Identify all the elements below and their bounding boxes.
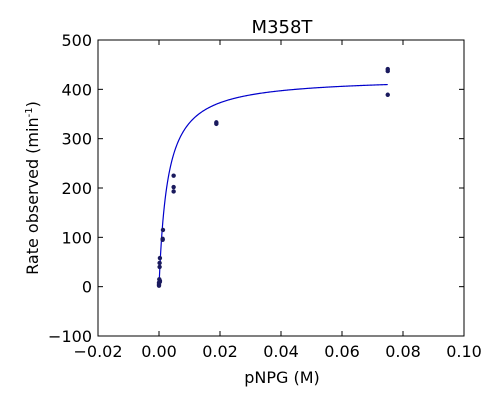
y-tick-label: 0 xyxy=(82,278,92,297)
data-point xyxy=(157,261,161,265)
y-axis-label: Rate observed (min-1) xyxy=(23,101,42,275)
data-point xyxy=(171,189,175,193)
x-tick-label: 0.02 xyxy=(202,342,238,361)
data-point xyxy=(158,256,162,260)
data-point xyxy=(161,228,165,232)
y-tick-label: −100 xyxy=(48,327,92,346)
plot-area xyxy=(157,67,390,288)
data-point xyxy=(158,280,162,284)
y-axis-label-main: Rate observed (min xyxy=(23,117,42,274)
data-point xyxy=(171,173,175,177)
x-tick-label: 0.10 xyxy=(446,342,482,361)
x-axis-label: pNPG (M) xyxy=(244,368,320,387)
x-tick-label: 0.06 xyxy=(324,342,360,361)
y-tick-label: 100 xyxy=(61,228,92,247)
data-point xyxy=(214,122,218,126)
chart-title: M358T xyxy=(252,17,314,38)
data-point xyxy=(157,265,161,269)
data-point xyxy=(386,93,390,97)
data-point xyxy=(386,69,390,73)
y-axis-label-sup: -1 xyxy=(24,107,35,117)
y-axis-label-end: ) xyxy=(23,101,42,107)
data-point xyxy=(160,237,164,241)
data-point xyxy=(171,185,175,189)
x-tick-label: 0.08 xyxy=(385,342,421,361)
ticks: −0.02 0.00 0.02 0.04 0.06 0.08 0.10−1000100200… xyxy=(48,31,482,361)
y-tick-label: 400 xyxy=(61,80,92,99)
x-tick-label: 0.04 xyxy=(263,342,299,361)
y-tick-label: 500 xyxy=(61,31,92,50)
fit-curve xyxy=(159,85,388,287)
y-tick-label: 200 xyxy=(61,179,92,198)
x-tick-label: 0.00 xyxy=(141,342,177,361)
plot-frame xyxy=(98,40,464,336)
y-tick-label: 300 xyxy=(61,130,92,149)
